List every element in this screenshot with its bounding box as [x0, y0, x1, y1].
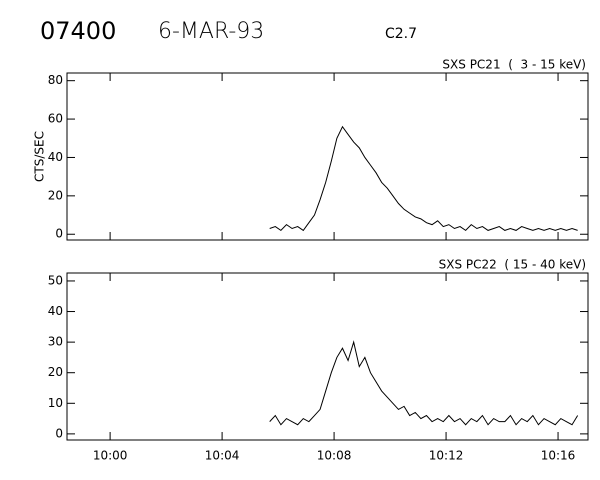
- y-tick-label: 0: [55, 227, 63, 241]
- flare-id: 07400: [40, 17, 116, 45]
- x-tick-label: 10:00: [93, 449, 128, 463]
- y-tick-label: 60: [48, 112, 63, 126]
- y-tick-label: 80: [48, 73, 63, 87]
- y-tick-label: 0: [55, 426, 63, 440]
- y-tick-label: 20: [48, 188, 63, 202]
- light-curve: [269, 125, 578, 232]
- y-axis-label: CTS/SEC: [33, 131, 47, 182]
- plot-frame: [66, 72, 589, 241]
- y-tick-label: 20: [48, 365, 63, 379]
- x-tick-label: 10:16: [541, 449, 576, 463]
- y-tick-label: 40: [48, 150, 63, 164]
- x-tick-label: 10:04: [205, 449, 240, 463]
- x-tick-label: 10:08: [317, 449, 352, 463]
- plot-frame: [66, 272, 589, 441]
- flare-class: C2.7: [385, 26, 417, 42]
- panel-title: SXS PC22 ( 15 - 40 keV): [439, 258, 586, 272]
- x-tick-label: 10:12: [429, 449, 464, 463]
- y-tick-label: 30: [48, 335, 63, 349]
- y-tick-label: 50: [48, 273, 63, 287]
- light-curve: [269, 340, 579, 426]
- panel-title: SXS PC21 ( 3 - 15 keV): [442, 58, 586, 72]
- y-tick-label: 10: [48, 396, 63, 410]
- y-tick-label: 40: [48, 304, 63, 318]
- flare-date: 6-MAR-93: [158, 19, 264, 44]
